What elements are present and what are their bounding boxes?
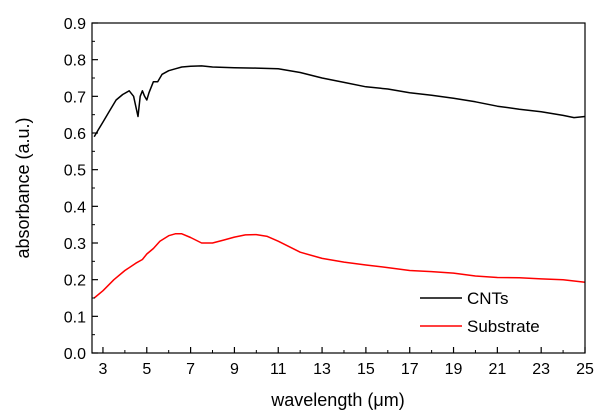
x-tick-label: 13 [313,361,331,378]
y-tick-label: 0.7 [64,89,86,106]
x-tick-label: 3 [99,361,108,378]
x-tick-label: 15 [357,361,375,378]
x-tick-label: 9 [230,361,239,378]
y-tick-label: 0.3 [64,236,86,253]
y-tick-label: 0.2 [64,273,86,290]
y-tick-label: 0.1 [64,309,86,326]
x-tick-label: 17 [401,361,419,378]
y-tick-label: 0.9 [64,16,86,33]
x-axis-label: wavelength (μm) [270,390,404,410]
x-tick-label: 7 [186,361,195,378]
x-tick-label: 19 [445,361,463,378]
series-line-substrate [93,233,586,299]
series-line-cnts [93,65,586,138]
y-tick-label: 0.5 [64,163,86,180]
legend-label-cnts: CNTs [467,289,509,308]
axis-tick-labels: 3 5 7 9 11 13 15 17 19 21 23 25 0.0 0.1 0.2 0.3 0.4 0.5 0.… [64,16,594,378]
legend: CNTs Substrate [420,289,540,336]
x-tick-label: 25 [576,361,594,378]
axis-ticks [92,22,586,354]
y-tick-label: 0.6 [64,126,86,143]
x-tick-label: 11 [270,361,287,378]
plot-lines [93,65,586,299]
y-tick-label: 0.0 [64,346,86,363]
y-tick-label: 0.4 [64,199,86,216]
x-tick-label: 5 [142,361,151,378]
y-tick-label: 0.8 [64,53,86,70]
x-tick-label: 23 [532,361,550,378]
legend-label-substrate: Substrate [467,317,540,336]
y-axis-label: absorbance (a.u.) [13,117,33,258]
x-tick-label: 21 [488,361,506,378]
